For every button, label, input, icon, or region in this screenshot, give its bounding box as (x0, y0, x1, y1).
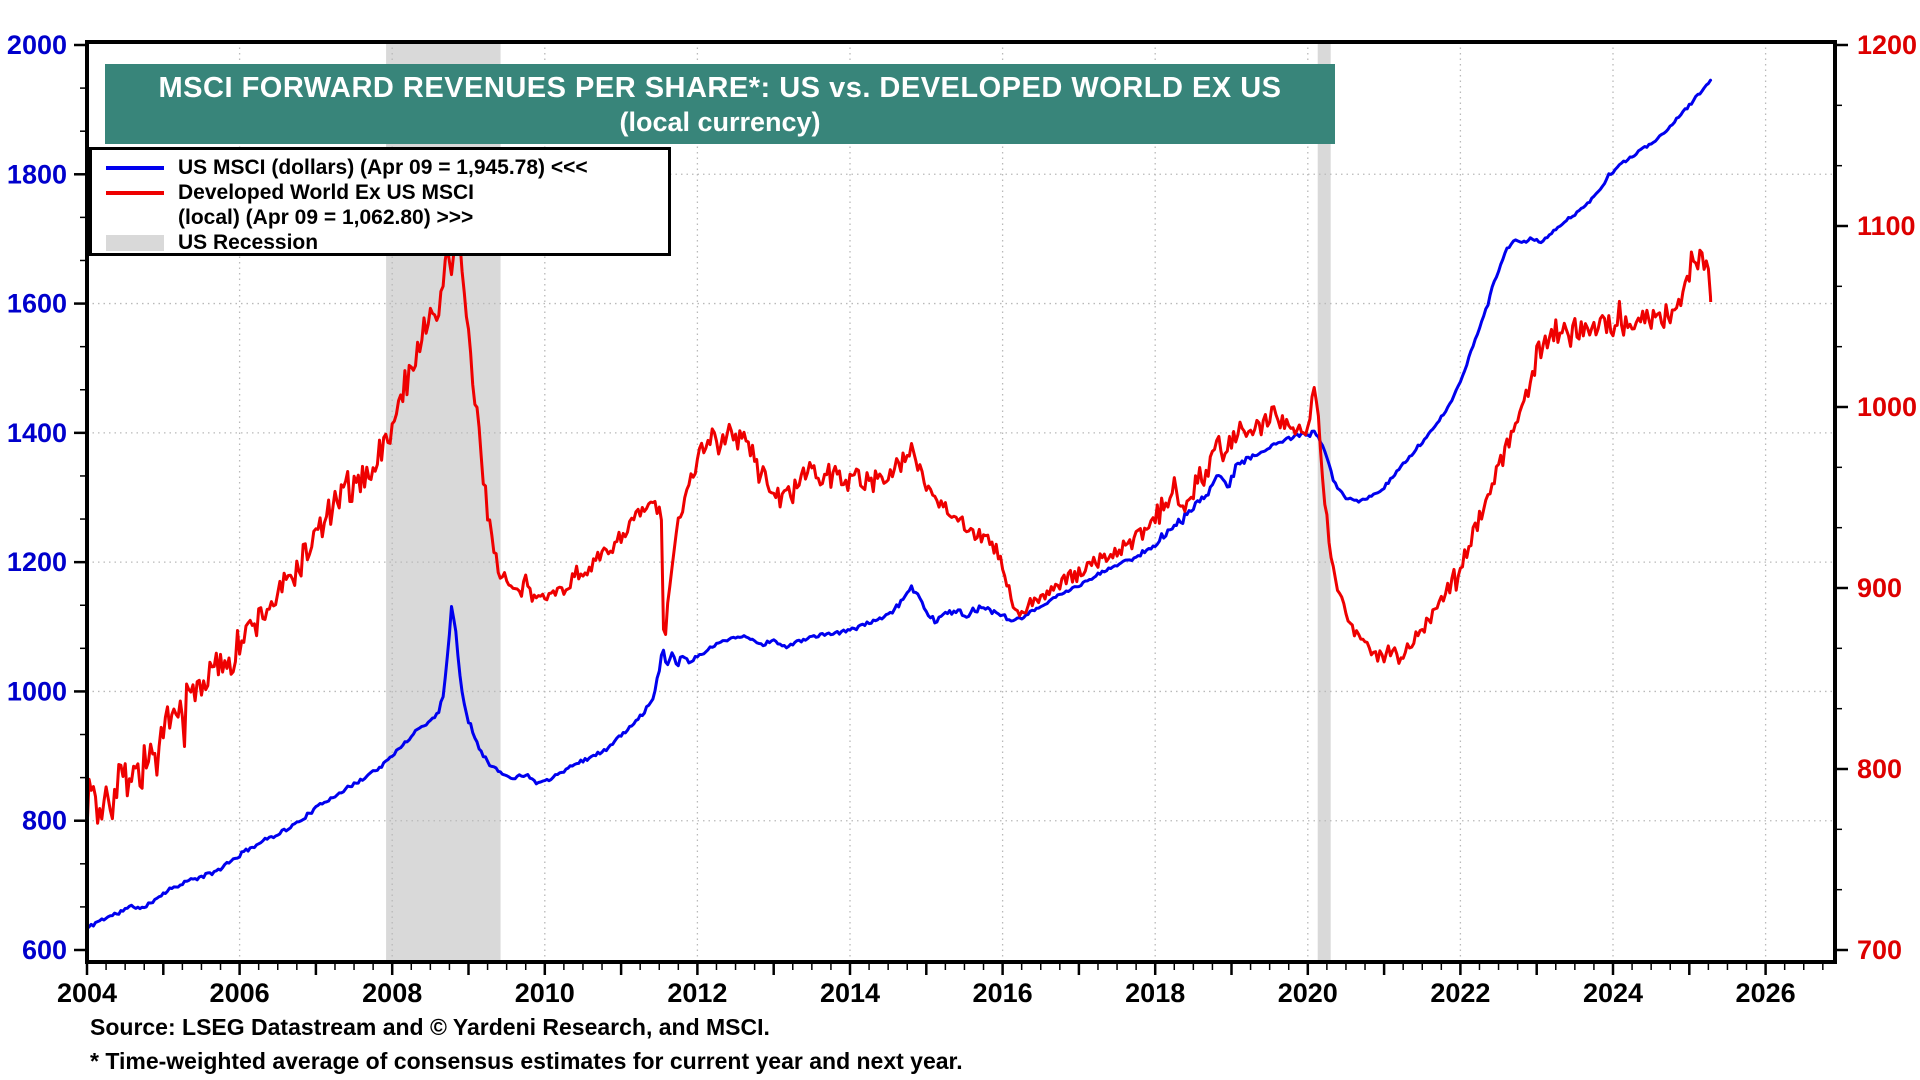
svg-text:2026: 2026 (1736, 978, 1796, 1008)
legend-item-recession: US Recession (106, 230, 668, 255)
svg-text:2020: 2020 (1278, 978, 1338, 1008)
svg-text:1000: 1000 (1857, 392, 1917, 422)
legend-item-dev-world: Developed World Ex US MSCI (106, 180, 668, 205)
svg-text:2006: 2006 (210, 978, 270, 1008)
svg-text:2018: 2018 (1125, 978, 1185, 1008)
source-note: Source: LSEG Datastream and © Yardeni Re… (90, 1014, 770, 1040)
svg-text:800: 800 (1857, 754, 1902, 784)
legend-label-recession: US Recession (178, 230, 319, 254)
svg-text:2008: 2008 (362, 978, 422, 1008)
svg-text:2000: 2000 (7, 30, 67, 60)
footnote: * Time-weighted average of consensus est… (90, 1048, 963, 1074)
svg-text:1200: 1200 (7, 547, 67, 577)
svg-text:2010: 2010 (515, 978, 575, 1008)
svg-text:700: 700 (1857, 935, 1902, 965)
svg-text:800: 800 (22, 806, 67, 836)
chart-title-banner: MSCI FORWARD REVENUES PER SHARE*: US vs.… (105, 64, 1335, 144)
legend-item-us-msci: US MSCI (dollars) (Apr 09 = 1,945.78) <<… (106, 155, 668, 180)
svg-text:1000: 1000 (7, 676, 67, 706)
svg-text:2004: 2004 (57, 978, 117, 1008)
svg-text:1100: 1100 (1857, 211, 1916, 241)
svg-text:2012: 2012 (667, 978, 727, 1008)
svg-text:2016: 2016 (973, 978, 1033, 1008)
svg-text:2024: 2024 (1583, 978, 1643, 1008)
chart-title: MSCI FORWARD REVENUES PER SHARE*: US vs.… (158, 72, 1282, 104)
recession-swatch-icon (106, 234, 164, 251)
legend-label-dev-world-2: (local) (Apr 09 = 1,062.80) >>> (178, 205, 474, 229)
svg-text:1600: 1600 (7, 289, 67, 319)
svg-text:1400: 1400 (7, 418, 67, 448)
svg-text:600: 600 (22, 935, 67, 965)
svg-text:1800: 1800 (7, 159, 67, 189)
chart-subtitle: (local currency) (619, 107, 821, 137)
legend-item-dev-world-cont: (local) (Apr 09 = 1,062.80) >>> (106, 205, 668, 230)
legend: US MSCI (dollars) (Apr 09 = 1,945.78) <<… (89, 147, 671, 256)
svg-text:1200: 1200 (1857, 30, 1917, 60)
legend-label-us-msci: US MSCI (dollars) (Apr 09 = 1,945.78) <<… (178, 155, 588, 179)
red-line-swatch-icon (106, 190, 164, 195)
svg-text:2014: 2014 (820, 978, 880, 1008)
legend-label-dev-world: Developed World Ex US MSCI (178, 180, 474, 204)
svg-text:2022: 2022 (1430, 978, 1490, 1008)
svg-text:900: 900 (1857, 573, 1902, 603)
blue-line-swatch-icon (106, 165, 164, 170)
